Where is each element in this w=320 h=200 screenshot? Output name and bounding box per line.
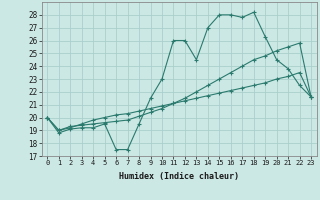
X-axis label: Humidex (Indice chaleur): Humidex (Indice chaleur) <box>119 172 239 181</box>
